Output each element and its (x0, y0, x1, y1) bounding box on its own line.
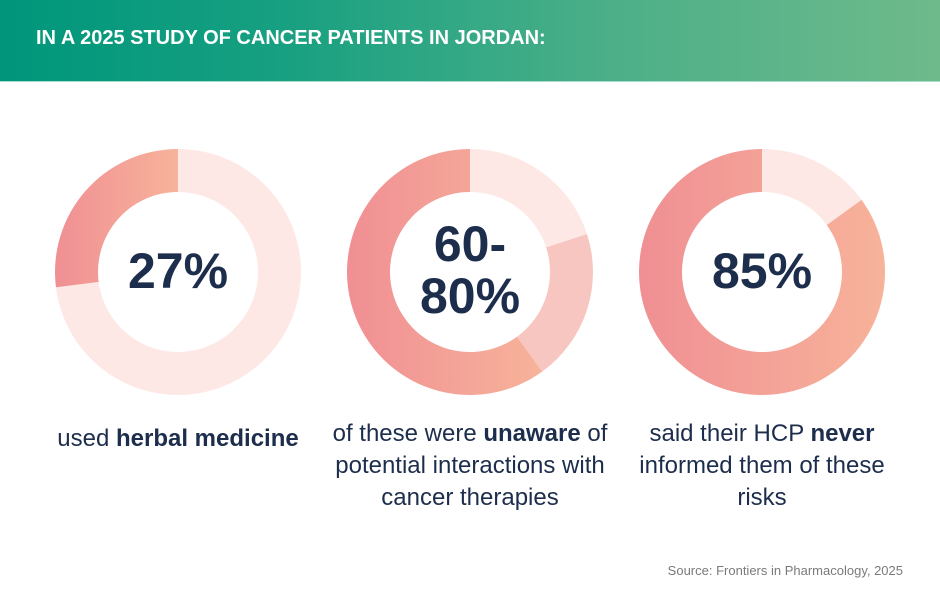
header-title: IN A 2025 STUDY OF CANCER PATIENTS IN JO… (36, 27, 546, 49)
caption-hcp-never: said their HCP never informed them of th… (617, 418, 907, 514)
donut-center-label: 60- 80% (370, 218, 570, 322)
caption-unaware: of these were unaware of potential inter… (325, 418, 615, 514)
header-divider (0, 81, 940, 82)
donut-segment-strong (347, 149, 543, 395)
donut-center-label: 27% (127, 243, 229, 299)
caption-emphasis: never (810, 420, 875, 447)
donut-segment-strong (638, 149, 885, 395)
caption-emphasis: herbal medicine (115, 425, 299, 452)
donut-chart-herbal-medicine (55, 149, 301, 395)
donut-segment-light (55, 149, 301, 395)
caption-text: of these were (332, 420, 484, 447)
donut-segment-light (762, 149, 862, 225)
donut-segment-light (470, 149, 587, 248)
donut-center-label: 85% (711, 243, 813, 299)
center-label-line: 60- (433, 216, 507, 272)
header-banner: IN A 2025 STUDY OF CANCER PATIENTS IN JO… (0, 0, 940, 81)
caption-herbal-medicine: used herbal medicine (33, 423, 323, 455)
donut-chart-unaware (347, 149, 593, 395)
caption-text: informed them of these risks (639, 452, 885, 511)
caption-text: used (57, 425, 116, 452)
donut-chart-hcp-never-informed (638, 149, 885, 395)
caption-emphasis: unaware (483, 420, 581, 447)
center-label-line: 80% (419, 268, 521, 324)
donut-segment-mid (517, 233, 593, 372)
caption-text: said their HCP (649, 420, 811, 447)
source-citation: Source: Frontiers in Pharmacology, 2025 (667, 563, 903, 578)
caption-text: of potential interactions with cancer th… (335, 420, 608, 511)
donut-segment-strong (55, 149, 178, 288)
